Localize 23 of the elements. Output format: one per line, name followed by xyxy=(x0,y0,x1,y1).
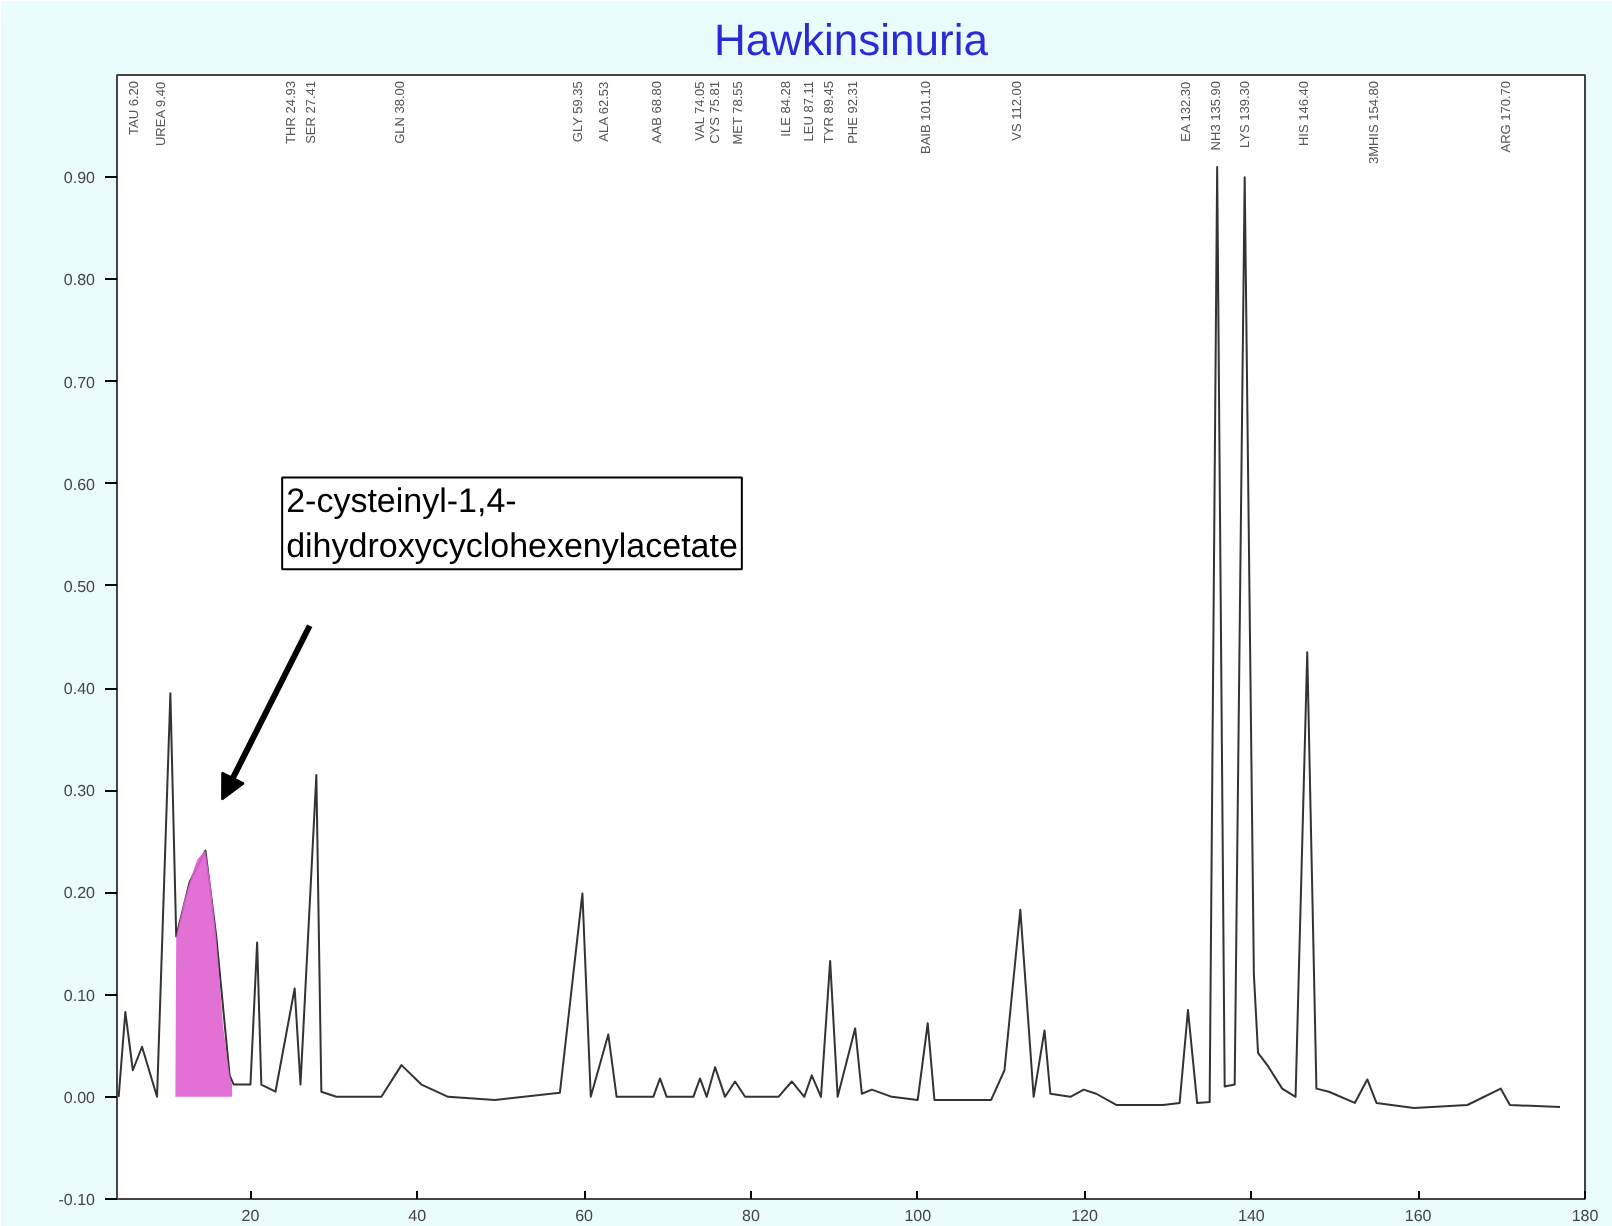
x-tick-label: 180 xyxy=(1571,1207,1600,1225)
x-tick-label: 140 xyxy=(1238,1207,1266,1225)
x-tick-label: 40 xyxy=(408,1207,428,1225)
y-tick-label: 0.10 xyxy=(63,986,97,1005)
y-tick-label: 0.30 xyxy=(63,782,97,801)
y-tick-label: 0.50 xyxy=(63,577,97,596)
x-tick-label: 20 xyxy=(241,1207,261,1225)
y-tick-label: 0.40 xyxy=(63,680,97,699)
chart-title: Hawkinsinuria xyxy=(714,15,990,65)
line-series xyxy=(117,165,1561,1110)
y-tick-label: -0.10 xyxy=(58,1191,97,1209)
x-tick-label: 120 xyxy=(1071,1207,1099,1225)
x-tick-label: 60 xyxy=(575,1207,595,1225)
x-tick-label: 160 xyxy=(1404,1207,1433,1225)
x-tick-label: 80 xyxy=(742,1207,761,1225)
y-tick-label: 0.70 xyxy=(63,373,97,392)
y-tick-label: 0.90 xyxy=(63,169,97,188)
y-tick-label: 0.20 xyxy=(63,884,97,903)
y-tick-label: 0.80 xyxy=(63,271,97,290)
y-tick-label: 0.00 xyxy=(63,1088,97,1107)
x-tick-label: 100 xyxy=(904,1207,933,1225)
y-tick-label: 0.60 xyxy=(63,475,97,494)
annotation: 2-cysteinyl-1,4-dihydroxycyclohexenylacetate xyxy=(286,481,738,566)
